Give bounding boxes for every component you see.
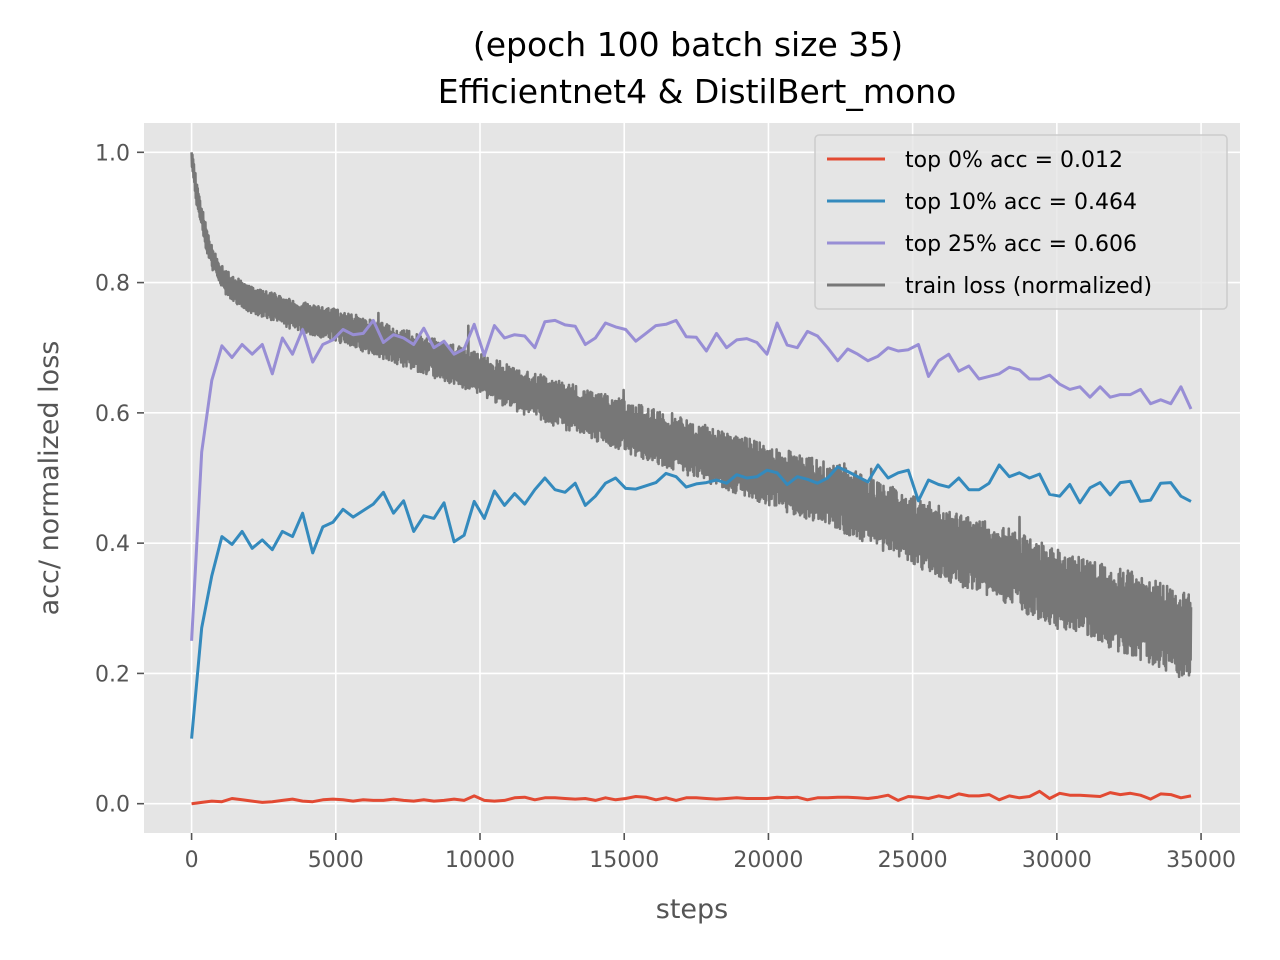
series-line-2 [190,318,1193,641]
chart-title-line2: Efficientnet4 & DistilBert_mono [438,72,957,111]
legend-box [814,134,1228,310]
legend-label: train loss (normalized) [905,274,1152,299]
y-tick-label: 0.0 [95,793,130,818]
x-tick-label: 35000 [1166,848,1236,873]
legend-label: top 0% acc = 0.012 [905,148,1123,173]
legend-label: top 10% acc = 0.464 [905,190,1137,215]
x-tick-label: 30000 [1022,848,1092,873]
x-tick-label: 0 [185,848,199,873]
x-tick-label: 25000 [878,848,948,873]
y-tick-label: 0.6 [95,402,130,427]
x-tick-label: 5000 [308,848,364,873]
x-tick-label: 10000 [445,848,515,873]
legend: top 0% acc = 0.012 top 10% acc = 0.464 top… [814,134,1228,310]
legend-label: top 25% acc = 0.606 [905,232,1137,257]
series-layer [190,152,1193,806]
y-tick-label: 0.4 [95,532,130,557]
x-tick-label: 15000 [589,848,659,873]
series-line-1 [190,463,1192,739]
y-tick-label: 0.8 [95,272,130,297]
y-tick-label: 0.2 [95,662,130,687]
x-axis: 0 5000 10000 15000 20000 25000 30000 35000 [185,833,1236,873]
series-line-0 [191,789,1192,806]
x-axis-label: steps [656,894,728,925]
x-tick-label: 20000 [733,848,803,873]
chart-title-line1: (epoch 100 batch size 35) [473,25,903,64]
y-tick-label: 1.0 [95,141,130,166]
y-axis-label: acc/ normalized loss [34,341,65,616]
y-axis: 0.0 0.2 0.4 0.6 0.8 1.0 [95,141,144,818]
